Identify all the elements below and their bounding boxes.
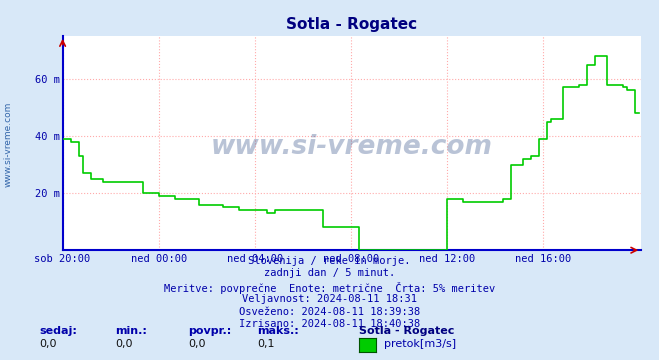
Text: 0,0: 0,0 (40, 339, 57, 349)
Text: Slovenija / reke in morje.: Slovenija / reke in morje. (248, 256, 411, 266)
Text: Izrisano: 2024-08-11 18:40:38: Izrisano: 2024-08-11 18:40:38 (239, 319, 420, 329)
Text: 0,0: 0,0 (188, 339, 206, 349)
Text: Osveženo: 2024-08-11 18:39:38: Osveženo: 2024-08-11 18:39:38 (239, 307, 420, 317)
Title: Sotla - Rogatec: Sotla - Rogatec (287, 17, 417, 32)
Text: zadnji dan / 5 minut.: zadnji dan / 5 minut. (264, 268, 395, 278)
Text: sedaj:: sedaj: (40, 325, 77, 336)
Text: pretok[m3/s]: pretok[m3/s] (384, 339, 455, 349)
Text: povpr.:: povpr.: (188, 325, 231, 336)
Text: Veljavnost: 2024-08-11 18:31: Veljavnost: 2024-08-11 18:31 (242, 294, 417, 304)
Text: www.si-vreme.com: www.si-vreme.com (3, 101, 13, 187)
Text: Meritve: povprečne  Enote: metrične  Črta: 5% meritev: Meritve: povprečne Enote: metrične Črta:… (164, 282, 495, 293)
Text: min.:: min.: (115, 325, 147, 336)
Text: Sotla - Rogatec: Sotla - Rogatec (359, 325, 455, 336)
Text: www.si-vreme.com: www.si-vreme.com (211, 134, 493, 161)
Text: maks.:: maks.: (257, 325, 299, 336)
Text: 0,1: 0,1 (257, 339, 275, 349)
Text: 0,0: 0,0 (115, 339, 133, 349)
